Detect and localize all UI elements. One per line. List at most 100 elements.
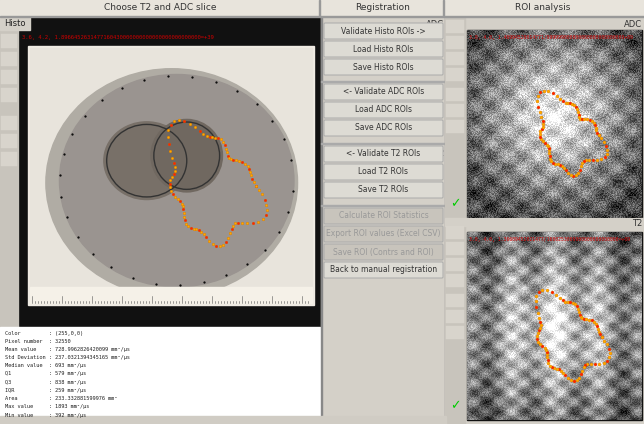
Bar <box>0 16 30 30</box>
FancyBboxPatch shape <box>324 84 443 100</box>
Bar <box>446 52 464 65</box>
Bar <box>446 310 464 323</box>
Text: Save ROI (Contrs and ROI): Save ROI (Contrs and ROI) <box>333 248 434 257</box>
Bar <box>0 416 320 424</box>
Bar <box>321 81 446 82</box>
Bar <box>321 416 446 424</box>
FancyBboxPatch shape <box>324 208 443 224</box>
Bar <box>321 16 446 424</box>
Text: Registration: Registration <box>355 3 410 12</box>
Text: Color         : (255,0,0): Color : (255,0,0) <box>5 330 83 335</box>
Bar <box>446 36 464 49</box>
Bar <box>0 16 644 17</box>
Bar <box>445 16 465 424</box>
FancyBboxPatch shape <box>324 244 443 260</box>
Ellipse shape <box>151 120 222 192</box>
Bar <box>319 0 320 16</box>
Bar <box>446 258 464 271</box>
Text: 3.0, 4.0, 1.46994520014771/999999000000000000000000000+09: 3.0, 4.0, 1.46994520014771/9999990000000… <box>469 34 633 39</box>
FancyBboxPatch shape <box>324 102 443 118</box>
Bar <box>28 46 314 305</box>
FancyBboxPatch shape <box>324 120 443 136</box>
Text: Std Deviation : 237.0321394345165 mm²/µs: Std Deviation : 237.0321394345165 mm²/µs <box>5 355 130 360</box>
Text: Mean value    : 728.9962826420099 mm²/µs: Mean value : 728.9962826420099 mm²/µs <box>5 347 130 352</box>
Text: T2: T2 <box>434 148 444 157</box>
Text: Median value  : 693 mm²/µs: Median value : 693 mm²/µs <box>5 363 86 368</box>
Bar <box>30 287 312 303</box>
Text: 3.6, 4.2, 1.8966452631477160430000000000000000000000000=+39: 3.6, 4.2, 1.8966452631477160430000000000… <box>22 36 214 41</box>
Ellipse shape <box>46 69 298 297</box>
FancyBboxPatch shape <box>324 146 443 162</box>
Bar <box>0 327 320 424</box>
Bar <box>467 232 642 420</box>
Ellipse shape <box>59 75 294 287</box>
Text: 3.0, 4.0, 1.36609452021477/1600253000000000000000000=+09: 3.0, 4.0, 1.36609452021477/1600253000000… <box>469 237 630 242</box>
Bar <box>446 226 464 239</box>
FancyBboxPatch shape <box>324 262 443 278</box>
Text: Load Histo ROIs: Load Histo ROIs <box>354 45 413 53</box>
Text: Back to manual registration: Back to manual registration <box>330 265 437 274</box>
Bar <box>30 48 312 303</box>
Text: <- Validate T2 ROIs: <- Validate T2 ROIs <box>346 150 421 159</box>
Bar <box>446 120 464 133</box>
Bar <box>446 20 464 33</box>
Bar <box>445 16 644 424</box>
Bar <box>446 274 464 287</box>
Text: Pixel number  : 32550: Pixel number : 32550 <box>5 339 71 344</box>
Bar <box>445 16 446 424</box>
Text: Q1            : 579 mm²/µs: Q1 : 579 mm²/µs <box>5 371 86 377</box>
Text: ADC: ADC <box>624 20 642 29</box>
Text: ROI analysis: ROI analysis <box>515 3 571 12</box>
FancyBboxPatch shape <box>324 164 443 180</box>
Text: Save T2 ROIs: Save T2 ROIs <box>358 186 409 195</box>
Text: Validate Histo ROIs ->: Validate Histo ROIs -> <box>341 26 426 36</box>
Text: Area          : 233.332881599976 mm²: Area : 233.332881599976 mm² <box>5 396 117 401</box>
Bar <box>321 205 446 206</box>
Bar <box>443 0 444 16</box>
Bar <box>0 30 18 424</box>
Text: ✓: ✓ <box>450 198 460 210</box>
Bar <box>0 0 644 16</box>
Text: Q3            : 838 mm²/µs: Q3 : 838 mm²/µs <box>5 380 86 385</box>
Text: ADC: ADC <box>426 86 444 95</box>
Text: <- Validate ADC ROIs: <- Validate ADC ROIs <box>343 87 424 97</box>
FancyBboxPatch shape <box>324 59 443 75</box>
Bar <box>1 134 17 148</box>
Bar <box>445 218 644 226</box>
Text: Export ROI values (Excel CSV): Export ROI values (Excel CSV) <box>327 229 440 238</box>
FancyBboxPatch shape <box>324 41 443 57</box>
Bar <box>1 88 17 102</box>
Bar <box>0 16 320 424</box>
Bar <box>1 34 17 48</box>
Bar <box>446 294 464 307</box>
Bar <box>321 143 446 144</box>
Text: IQR           : 259 mm²/µs: IQR : 259 mm²/µs <box>5 388 86 393</box>
FancyBboxPatch shape <box>324 23 443 39</box>
Text: Histo: Histo <box>4 19 26 28</box>
Bar <box>321 16 322 424</box>
Bar <box>446 242 464 255</box>
Text: Save Histo ROIs: Save Histo ROIs <box>353 62 414 72</box>
Text: T2: T2 <box>632 220 642 229</box>
Bar <box>1 70 17 84</box>
Text: Choose T2 and ADC slice: Choose T2 and ADC slice <box>104 3 216 12</box>
Bar <box>446 68 464 81</box>
Text: Load T2 ROIs: Load T2 ROIs <box>359 167 408 176</box>
Text: ✓: ✓ <box>450 399 460 413</box>
Ellipse shape <box>104 122 189 200</box>
Bar <box>467 30 642 218</box>
FancyBboxPatch shape <box>324 226 443 242</box>
Bar <box>446 326 464 339</box>
Bar <box>446 104 464 117</box>
Text: Save ADC ROIs: Save ADC ROIs <box>355 123 412 132</box>
Bar <box>1 52 17 66</box>
Bar <box>1 152 17 166</box>
Text: Max value     : 1893 mm²/µs: Max value : 1893 mm²/µs <box>5 404 90 409</box>
Bar <box>20 30 318 325</box>
Bar <box>1 116 17 130</box>
Text: Load ADC ROIs: Load ADC ROIs <box>355 106 412 114</box>
FancyBboxPatch shape <box>324 182 443 198</box>
Text: Calculate ROI Statistics: Calculate ROI Statistics <box>339 212 428 220</box>
Text: ADC: ADC <box>426 20 444 29</box>
Text: Min value     : 392 mm²/µs: Min value : 392 mm²/µs <box>5 413 86 418</box>
